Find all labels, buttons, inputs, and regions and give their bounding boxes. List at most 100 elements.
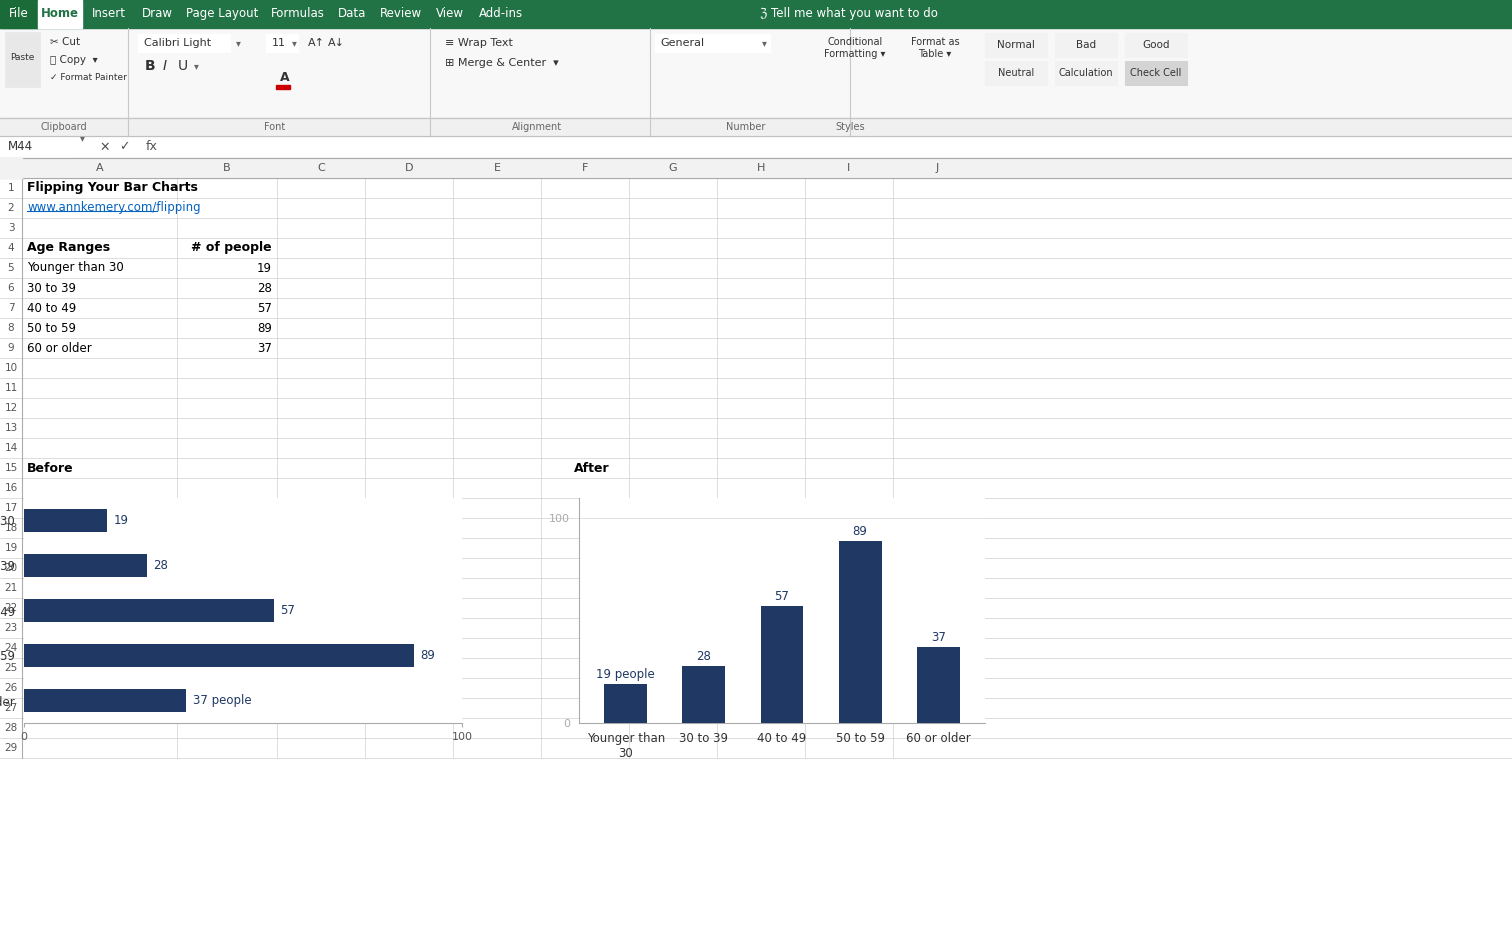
Bar [761, 606, 803, 723]
Text: Neutral: Neutral [998, 68, 1034, 78]
Text: 17: 17 [5, 503, 18, 513]
Bar [839, 541, 881, 723]
Text: 30 to 39: 30 to 39 [27, 282, 76, 295]
Text: 7: 7 [8, 303, 14, 313]
Bar [0, 136, 1512, 158]
Text: 26: 26 [5, 683, 18, 693]
Bar [24, 689, 186, 711]
Text: 37: 37 [931, 631, 945, 644]
Text: Page Layout: Page Layout [186, 7, 259, 20]
Text: Normal: Normal [996, 40, 1034, 50]
Text: ▾: ▾ [194, 61, 200, 71]
Text: Styles: Styles [835, 122, 865, 132]
Text: Calibri Light: Calibri Light [144, 38, 212, 48]
Text: A↓: A↓ [328, 38, 345, 48]
Text: Before: Before [27, 461, 74, 474]
Text: Younger than 30: Younger than 30 [27, 261, 124, 274]
Text: 19: 19 [113, 514, 129, 527]
Text: 28: 28 [153, 559, 168, 572]
Text: 29: 29 [5, 743, 18, 753]
Text: 19: 19 [257, 261, 272, 274]
Bar [655, 34, 770, 52]
Text: 89: 89 [420, 649, 435, 662]
Text: E: E [493, 163, 500, 173]
Text: Bad: Bad [1077, 40, 1096, 50]
Text: ✕: ✕ [100, 140, 110, 153]
Bar [0, 0, 1512, 28]
Text: 57: 57 [774, 591, 789, 604]
Text: G: G [668, 163, 677, 173]
Text: 4: 4 [8, 243, 14, 253]
Bar [2, 138, 73, 156]
Text: Clipboard: Clipboard [41, 122, 88, 132]
Bar [0, 178, 1512, 768]
Text: Formulas: Formulas [271, 7, 325, 20]
Text: 22: 22 [5, 603, 18, 613]
Bar [24, 510, 107, 532]
Text: Calculation: Calculation [1058, 68, 1113, 78]
Text: Number: Number [726, 122, 765, 132]
Text: 21: 21 [5, 583, 18, 593]
Bar [0, 118, 1512, 136]
Text: B: B [224, 163, 231, 173]
Text: 14: 14 [5, 443, 18, 453]
Text: 9: 9 [8, 343, 14, 353]
Text: Insert: Insert [92, 7, 125, 20]
Text: Data: Data [339, 7, 367, 20]
Text: File: File [9, 7, 29, 20]
Bar [5, 32, 39, 87]
Text: 19: 19 [5, 543, 18, 553]
Text: 16: 16 [5, 483, 18, 493]
Text: 19 people: 19 people [596, 668, 655, 681]
Text: 28: 28 [5, 723, 18, 733]
Bar [138, 34, 230, 52]
Text: # of people: # of people [192, 242, 272, 255]
Text: 60 or older: 60 or older [27, 341, 92, 354]
Bar [682, 666, 726, 723]
Text: 89: 89 [853, 525, 868, 538]
Text: Add-ins: Add-ins [479, 7, 523, 20]
Text: ▾: ▾ [236, 38, 240, 48]
Bar [38, 0, 82, 28]
Bar [1125, 61, 1187, 85]
Text: 8: 8 [8, 323, 14, 333]
Text: ▾: ▾ [292, 38, 296, 48]
Text: 24: 24 [5, 643, 18, 653]
Text: General: General [661, 38, 705, 48]
Text: 27: 27 [5, 703, 18, 713]
Text: 5: 5 [8, 263, 14, 273]
Text: View: View [435, 7, 464, 20]
Text: ⊞ Merge & Center  ▾: ⊞ Merge & Center ▾ [445, 58, 559, 68]
Bar [24, 554, 147, 577]
Text: 2: 2 [8, 203, 14, 213]
Text: 57: 57 [257, 301, 272, 314]
Text: 20: 20 [5, 563, 18, 573]
Text: 37: 37 [257, 341, 272, 354]
Text: 6: 6 [8, 283, 14, 293]
Text: Age Ranges: Age Ranges [27, 242, 110, 255]
Text: Review: Review [380, 7, 422, 20]
Text: 50 to 59: 50 to 59 [27, 322, 76, 335]
Text: ⎘ Copy  ▾: ⎘ Copy ▾ [50, 55, 98, 65]
Text: ✂ Cut: ✂ Cut [50, 37, 80, 47]
Text: 1: 1 [8, 183, 14, 193]
Text: A: A [95, 163, 103, 173]
Text: 23: 23 [5, 623, 18, 633]
Bar [605, 684, 647, 723]
Text: Font: Font [265, 122, 286, 132]
Text: ≡ Wrap Text: ≡ Wrap Text [445, 38, 513, 48]
Text: U: U [178, 59, 187, 73]
Text: 13: 13 [5, 423, 18, 433]
Text: 89: 89 [257, 322, 272, 335]
Text: Conditional
Formatting ▾: Conditional Formatting ▾ [824, 37, 886, 59]
Text: 12: 12 [5, 403, 18, 413]
Text: www.annkemery.com/flipping: www.annkemery.com/flipping [27, 202, 201, 215]
Text: Home: Home [41, 7, 79, 20]
Bar [0, 158, 23, 178]
Text: 28: 28 [697, 650, 711, 663]
Text: B: B [145, 59, 156, 73]
Text: ℨ Tell me what you want to do: ℨ Tell me what you want to do [761, 7, 937, 20]
Text: Check Cell: Check Cell [1131, 68, 1182, 78]
Text: Alignment: Alignment [513, 122, 562, 132]
Bar [1055, 61, 1117, 85]
